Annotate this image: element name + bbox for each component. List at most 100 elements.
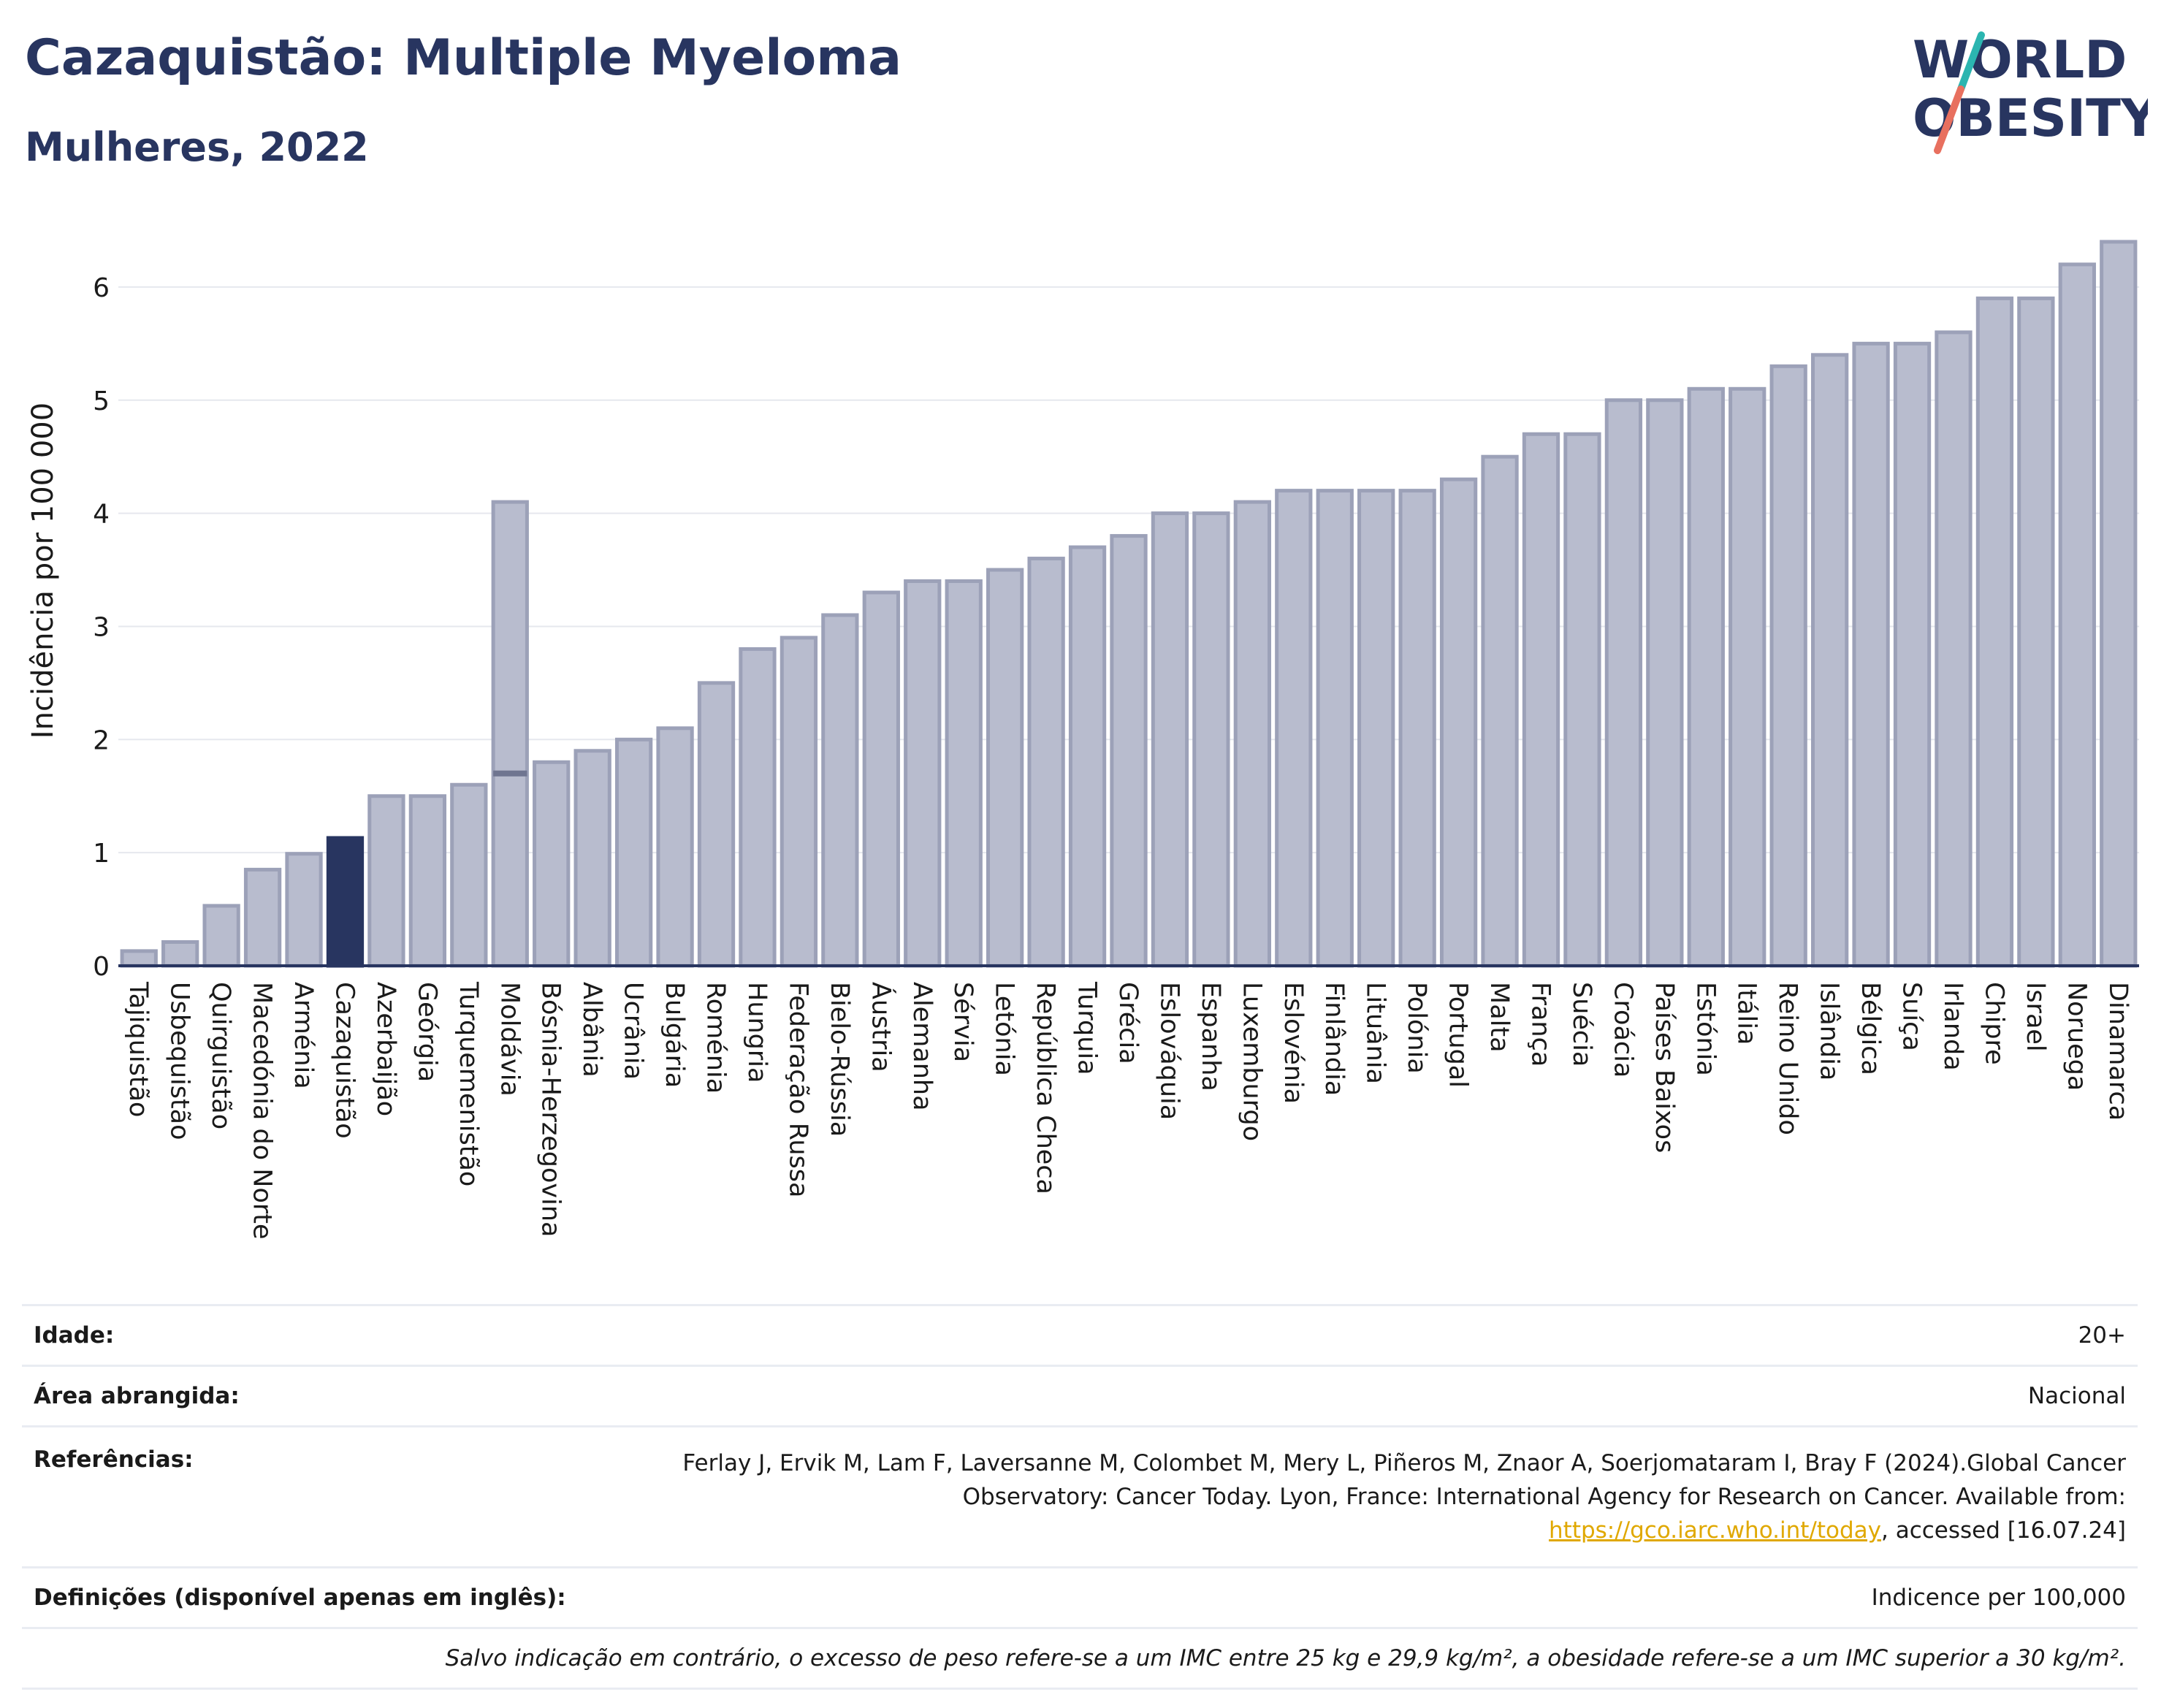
bar — [656, 726, 694, 968]
definitions-label: Definições (disponível apenas em inglês)… — [34, 1585, 566, 1611]
x-tick-label: Azerbaijão — [371, 982, 400, 1116]
bar — [1357, 489, 1395, 968]
bar — [533, 760, 571, 968]
x-tick-label: Finlândia — [1319, 982, 1349, 1096]
y-tick-label: 4 — [93, 500, 110, 530]
x-tick-label: Federação Russa — [783, 982, 812, 1197]
x-tick-label: Hungria — [742, 982, 771, 1083]
bar — [2100, 240, 2138, 968]
x-tick-label: Irlanda — [1938, 982, 1967, 1071]
bar — [1810, 353, 1849, 968]
bar — [450, 782, 488, 968]
references-accessed: , accessed [16.07.24] — [1880, 1517, 2126, 1544]
bar — [1110, 534, 1148, 968]
x-tick-label: República Checa — [1031, 982, 1060, 1194]
age-label: Idade: — [34, 1322, 115, 1349]
area-value: Nacional — [2027, 1383, 2126, 1409]
bar — [1646, 398, 1684, 968]
bar — [573, 749, 611, 968]
x-tick-label: Bósnia-Herzegovina — [536, 982, 565, 1238]
x-tick-label: Eslováquia — [1154, 982, 1184, 1120]
info-row-age: Idade: 20+ — [22, 1304, 2138, 1365]
bar — [1275, 489, 1313, 968]
references-label: Referências: — [34, 1446, 194, 1473]
x-tick-label: Quirguistão — [206, 982, 235, 1129]
x-tick-label: França — [1525, 982, 1555, 1067]
x-tick-label: Usbequistão — [165, 982, 194, 1140]
x-tick-label: Países Baixos — [1650, 982, 1679, 1153]
bar — [161, 939, 199, 968]
info-row-definitions: Definições (disponível apenas em inglês)… — [22, 1566, 2138, 1627]
x-tick-label: Polónia — [1402, 982, 1431, 1074]
x-tick-label: Malta — [1485, 982, 1514, 1053]
x-tick-label: Grécia — [1113, 982, 1143, 1064]
bar — [1563, 432, 1601, 968]
x-tick-label: Alemanha — [907, 982, 937, 1111]
x-tick-label: Arménia — [289, 982, 318, 1089]
bar — [1604, 398, 1643, 968]
bar — [1027, 557, 1065, 968]
x-tick-label: Tajiquistão — [123, 981, 153, 1117]
logo-line1: WORLD — [1913, 30, 2127, 90]
bar — [1893, 341, 1932, 968]
x-tick-label: Geórgia — [412, 982, 441, 1082]
y-tick-label: 0 — [93, 952, 110, 982]
definitions-value: Indicence per 100,000 — [1871, 1585, 2126, 1611]
bar — [1975, 296, 2014, 968]
x-tick-label: Itália — [1732, 982, 1761, 1045]
info-row-references: Referências: Ferlay J, Ervik M, Lam F, L… — [22, 1425, 2138, 1566]
bar — [1151, 511, 1189, 968]
age-value: 20+ — [2078, 1322, 2126, 1349]
x-tick-label: Ucrânia — [619, 982, 648, 1080]
bar — [945, 579, 983, 968]
references-value: Ferlay J, Ervik M, Lam F, Laversanne M, … — [621, 1446, 2126, 1547]
references-link[interactable]: https://gco.iarc.who.int/today — [1549, 1517, 1881, 1544]
bar-chart: 0 1 2 3 4 5 6 Incidência por 100 000 Tajiquistão… — [26, 240, 2139, 1240]
bar — [1398, 489, 1436, 968]
x-tick-label: Roménia — [701, 982, 731, 1094]
x-tick-label: Estónia — [1691, 982, 1720, 1076]
y-tick-label: 5 — [93, 386, 110, 416]
x-tick-label: Letónia — [990, 982, 1019, 1076]
bar — [120, 949, 158, 968]
bar — [1935, 330, 1973, 968]
x-tick-label: Turquemenistão — [454, 981, 483, 1186]
x-tick-label: Áustria — [866, 982, 896, 1072]
x-tick-label: Bielo-Rússia — [825, 982, 854, 1137]
bar — [491, 500, 529, 968]
page-subtitle: Mulheres, 2022 — [25, 124, 369, 170]
x-tick-label: Albânia — [577, 982, 606, 1078]
x-tick-label: Sérvia — [948, 982, 977, 1062]
y-tick-label: 6 — [93, 273, 110, 303]
bar-highlight — [326, 836, 365, 968]
bar — [1687, 386, 1725, 968]
bar — [1522, 432, 1560, 968]
bar — [202, 904, 240, 968]
info-table: Idade: 20+ Área abrangida: Nacional Refe… — [22, 1304, 2138, 1690]
world-obesity-logo: WORLD OBESITY — [1913, 30, 2148, 154]
bar — [904, 579, 942, 968]
y-tick-label: 1 — [93, 839, 110, 869]
bar — [1316, 489, 1354, 968]
bar — [697, 681, 736, 968]
x-tick-label: Noruega — [2062, 982, 2091, 1091]
bar — [821, 613, 859, 968]
x-tick-label: Bélgica — [1856, 982, 1885, 1075]
bar — [243, 867, 282, 968]
page-title: Cazaquistão: Multiple Myeloma — [25, 29, 902, 87]
info-row-area: Área abrangida: Nacional — [22, 1365, 2138, 1425]
x-tick-label: Suécia — [1567, 982, 1596, 1067]
x-tick-label: Moldávia — [495, 982, 524, 1097]
bar — [285, 852, 323, 968]
info-row-note: Salvo indicação em contrário, o excesso … — [22, 1627, 2138, 1690]
footnote: Salvo indicação em contrário, o excesso … — [445, 1645, 2126, 1671]
bar — [2017, 296, 2055, 968]
x-tick-label: Reino Unido — [1773, 982, 1802, 1135]
x-tick-label: Israel — [2021, 982, 2050, 1052]
x-tick-label: Chipre — [1979, 982, 2008, 1065]
bar — [1233, 500, 1271, 968]
x-tick-label: Luxemburgo — [1237, 982, 1266, 1141]
y-tick-label: 3 — [93, 612, 110, 642]
x-tick-label: Espanha — [1196, 982, 1225, 1091]
references-text: Ferlay J, Ervik M, Lam F, Laversanne M, … — [682, 1450, 2126, 1510]
